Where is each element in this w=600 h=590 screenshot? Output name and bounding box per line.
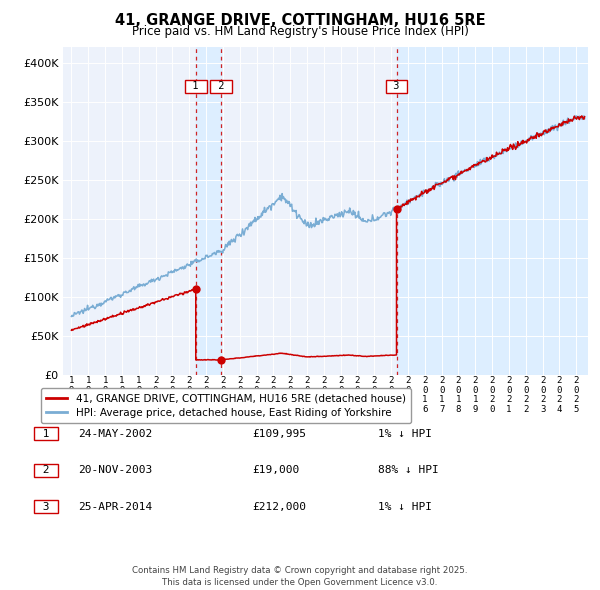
Text: 1% ↓ HPI: 1% ↓ HPI <box>378 502 432 512</box>
Text: 2: 2 <box>36 466 56 475</box>
Text: 20-NOV-2003: 20-NOV-2003 <box>78 466 152 475</box>
Bar <box>196 47 221 375</box>
Text: 3: 3 <box>36 502 56 512</box>
Text: 1: 1 <box>187 81 205 91</box>
Text: £19,000: £19,000 <box>252 466 299 475</box>
Legend: 41, GRANGE DRIVE, COTTINGHAM, HU16 5RE (detached house), HPI: Average price, det: 41, GRANGE DRIVE, COTTINGHAM, HU16 5RE (… <box>41 388 411 423</box>
Text: 1% ↓ HPI: 1% ↓ HPI <box>378 429 432 438</box>
Text: Price paid vs. HM Land Registry's House Price Index (HPI): Price paid vs. HM Land Registry's House … <box>131 25 469 38</box>
Text: 88% ↓ HPI: 88% ↓ HPI <box>378 466 439 475</box>
Text: £109,995: £109,995 <box>252 429 306 438</box>
Text: Contains HM Land Registry data © Crown copyright and database right 2025.
This d: Contains HM Land Registry data © Crown c… <box>132 566 468 587</box>
Text: 3: 3 <box>387 81 406 91</box>
Text: 2: 2 <box>212 81 230 91</box>
Text: 41, GRANGE DRIVE, COTTINGHAM, HU16 5RE: 41, GRANGE DRIVE, COTTINGHAM, HU16 5RE <box>115 13 485 28</box>
Text: 1: 1 <box>36 429 56 438</box>
Text: 25-APR-2014: 25-APR-2014 <box>78 502 152 512</box>
Text: £212,000: £212,000 <box>252 502 306 512</box>
Text: 24-MAY-2002: 24-MAY-2002 <box>78 429 152 438</box>
Bar <box>397 47 588 375</box>
